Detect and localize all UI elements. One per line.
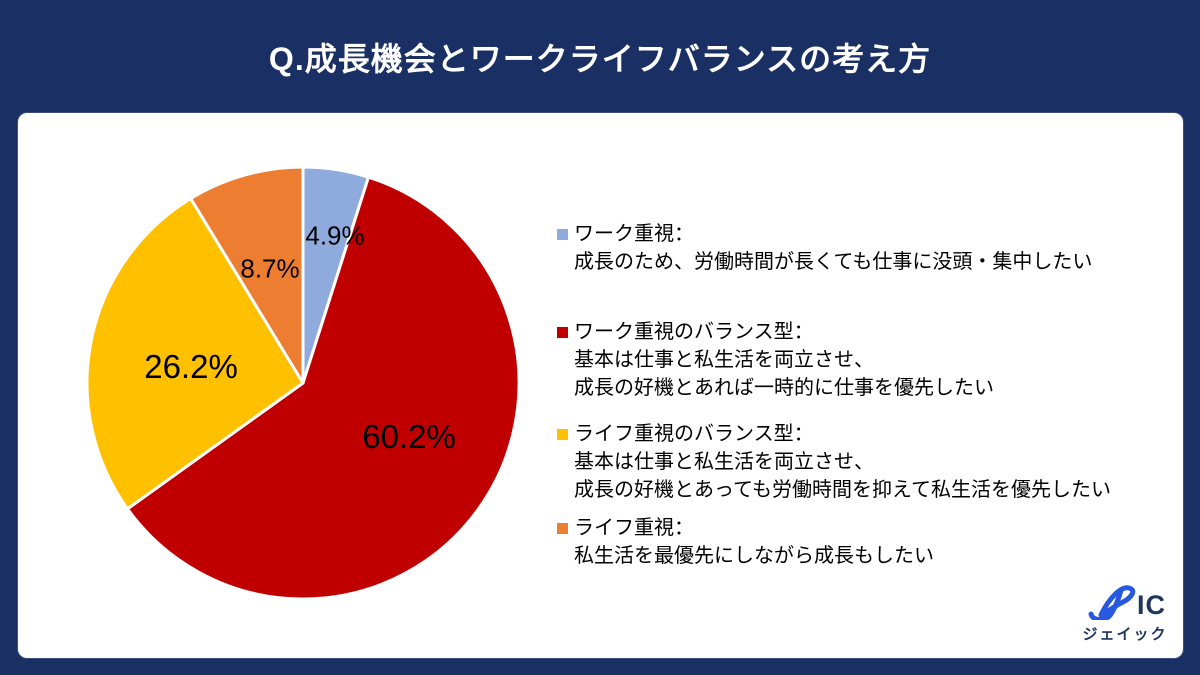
legend-swatch-work-focus [557,229,568,240]
legend-item-life-balance: ライフ重視のバランス型： 基本は仕事と私生活を両立させ、 成長の好機とあっても労… [557,420,1111,504]
legend-desc: 成長の好機とあっても労働時間を抑えて私生活を優先したい [574,479,1111,501]
legend-text: ワーク重視のバランス型： 基本は仕事と私生活を両立させ、 成長の好機とあれば一時… [574,318,994,402]
legend-desc: 私生活を最優先にしながら成長もしたい [574,545,934,567]
percent-label-work-focus: 4.9% [305,220,365,251]
jaic-logo-j-swoosh [1088,587,1124,623]
legend-title: ライフ重視のバランス型： [574,423,814,445]
percent-label-life-balance: 26.2% [144,348,238,385]
legend-item-work-focus: ワーク重視： 成長のため、労働時間が長くても仕事に没頭・集中したい [557,220,1092,276]
legend-text: ライフ重視： 私生活を最優先にしながら成長もしたい [574,514,934,570]
legend-title: ワーク重視のバランス型： [574,321,814,343]
legend-desc: 基本は仕事と私生活を両立させ、 [574,451,874,473]
legend-title: ライフ重視： [574,517,694,539]
jaic-logo-mark: IC [1088,585,1166,623]
pie-area: 4.9% 60.2% 26.2% 8.7% [85,165,521,601]
pie-slice-3 [189,165,305,385]
jaic-logo: IC ジェイック [1077,584,1173,644]
slide-header: Q.成長機会とワークライフバランスの考え方 [0,0,1200,113]
jaic-logo-katakana: ジェイック [1082,626,1168,643]
legend-item-work-balance: ワーク重視のバランス型： 基本は仕事と私生活を両立させ、 成長の好機とあれば一時… [557,318,994,402]
pie-chart [85,165,521,601]
legend-desc: 基本は仕事と私生活を両立させ、 [574,349,874,371]
jaic-logo-ic-text: IC [1137,590,1166,620]
page-title: Q.成長機会とワークライフバランスの考え方 [268,40,932,77]
legend-text: ライフ重視のバランス型： 基本は仕事と私生活を両立させ、 成長の好機とあっても労… [574,420,1111,504]
legend-swatch-work-balance [557,327,568,338]
percent-label-work-balance: 60.2% [362,418,456,455]
legend-text: ワーク重視： 成長のため、労働時間が長くても仕事に没頭・集中したい [574,220,1092,276]
pie-slice-1 [125,175,521,601]
percent-label-life-focus: 8.7% [240,253,300,284]
legend-swatch-life-focus [557,523,568,534]
pie-slice-2 [85,196,305,511]
legend-item-life-focus: ライフ重視： 私生活を最優先にしながら成長もしたい [557,514,934,570]
legend-title: ワーク重視： [574,223,694,245]
legend-swatch-life-balance [557,429,568,440]
legend-desc: 成長のため、労働時間が長くても仕事に没頭・集中したい [574,251,1093,273]
chart-card: 4.9% 60.2% 26.2% 8.7% ワーク重視： 成長のため、労働時間が… [18,113,1183,658]
legend-desc: 成長の好機とあれば一時的に仕事を優先したい [574,377,994,399]
